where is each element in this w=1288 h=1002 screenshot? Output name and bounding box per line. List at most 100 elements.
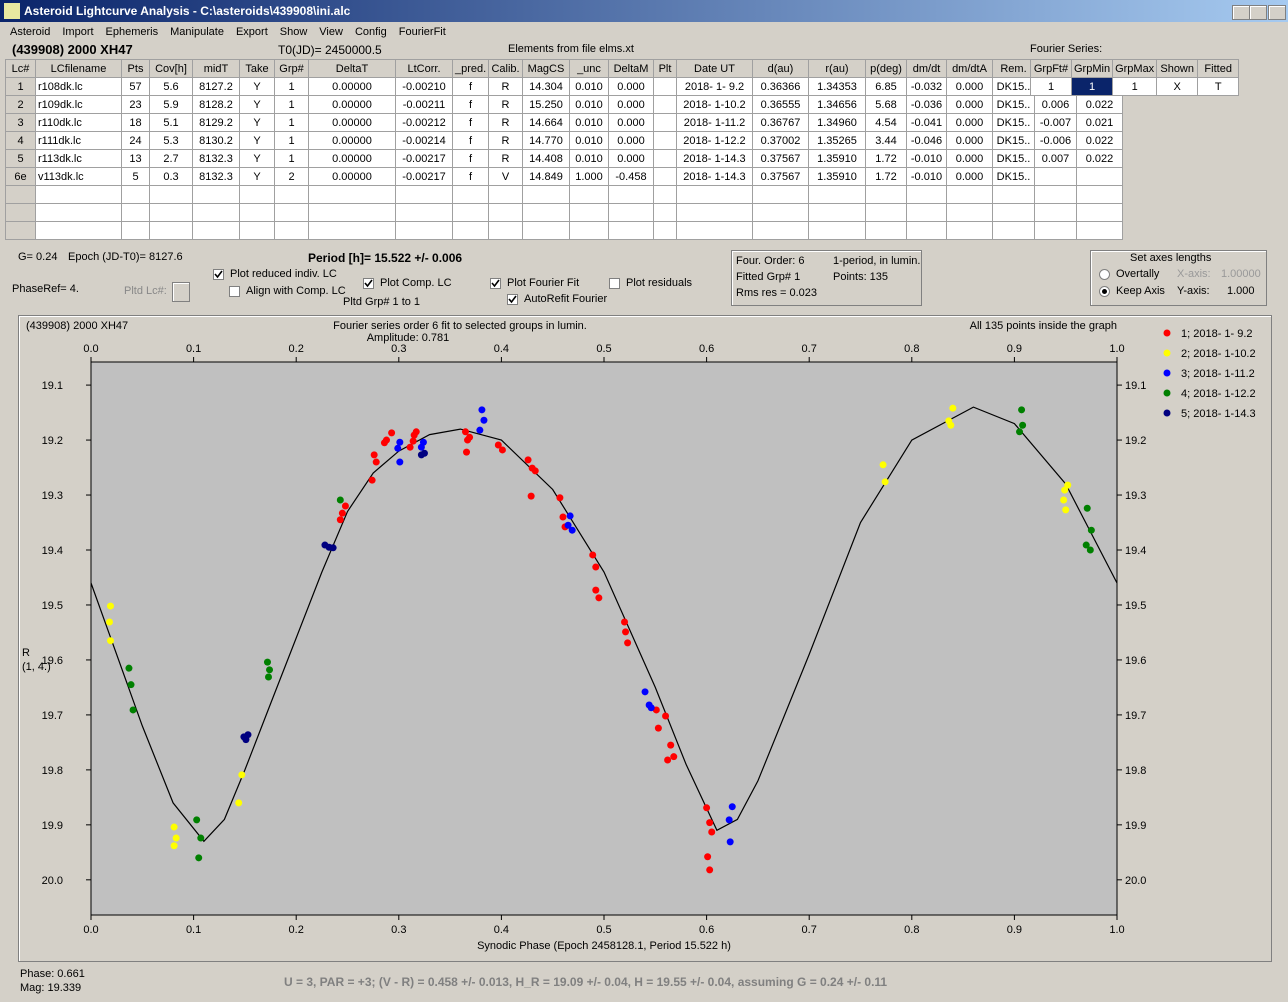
cell[interactable]: 0.000 xyxy=(946,167,993,186)
cell[interactable] xyxy=(653,77,677,96)
cell[interactable]: 1 xyxy=(1112,77,1158,96)
cell[interactable]: 1.35265 xyxy=(808,131,866,150)
cell[interactable]: 1.35910 xyxy=(808,149,866,168)
cell[interactable]: 24 xyxy=(121,131,150,150)
cell[interactable] xyxy=(5,203,36,222)
cell[interactable]: 4.54 xyxy=(865,113,907,132)
cell[interactable] xyxy=(5,221,36,240)
cell[interactable]: 14.304 xyxy=(522,77,570,96)
cell[interactable] xyxy=(752,185,809,204)
cell[interactable] xyxy=(239,203,275,222)
checkbox[interactable] xyxy=(507,294,518,305)
cell[interactable]: f xyxy=(452,167,489,186)
cell[interactable]: 1.34353 xyxy=(808,77,866,96)
cell[interactable]: 18 xyxy=(121,113,150,132)
cell[interactable]: 2018- 1-12.2 xyxy=(676,131,753,150)
cell[interactable] xyxy=(653,185,677,204)
spinner[interactable] xyxy=(172,282,190,302)
cell[interactable] xyxy=(1076,221,1123,240)
cell[interactable]: r108dk.lc xyxy=(35,77,122,96)
cell[interactable] xyxy=(865,185,907,204)
cell[interactable]: 0.00000 xyxy=(308,131,396,150)
cell[interactable]: 2018- 1-14.3 xyxy=(676,167,753,186)
cell[interactable] xyxy=(1034,221,1077,240)
cell[interactable]: 14.770 xyxy=(522,131,570,150)
cell[interactable]: 0.37567 xyxy=(752,167,809,186)
cell[interactable] xyxy=(992,203,1035,222)
checkbox[interactable] xyxy=(229,286,240,297)
cell[interactable]: 8127.2 xyxy=(192,77,240,96)
cell[interactable] xyxy=(653,203,677,222)
radio[interactable] xyxy=(1099,286,1110,297)
cell[interactable]: 0.010 xyxy=(569,131,609,150)
menu-item[interactable]: Import xyxy=(62,26,94,38)
cell[interactable]: 0.00000 xyxy=(308,95,396,114)
cell[interactable] xyxy=(452,221,489,240)
cell[interactable]: 15.250 xyxy=(522,95,570,114)
checkbox[interactable] xyxy=(609,278,620,289)
cell[interactable] xyxy=(1034,167,1077,186)
cell[interactable]: 8132.3 xyxy=(192,149,240,168)
menu-item[interactable]: Manipulate xyxy=(170,26,224,38)
cell[interactable] xyxy=(239,221,275,240)
cell[interactable] xyxy=(865,221,907,240)
minimize-button[interactable] xyxy=(1232,5,1250,20)
cell[interactable]: -0.041 xyxy=(906,113,947,132)
cell[interactable] xyxy=(608,185,654,204)
cell[interactable] xyxy=(569,185,609,204)
cell[interactable] xyxy=(1076,167,1123,186)
cell[interactable]: 0.000 xyxy=(946,131,993,150)
maximize-button[interactable] xyxy=(1249,5,1267,20)
cell[interactable]: 0.006 xyxy=(1034,95,1077,114)
cell[interactable]: 5.68 xyxy=(865,95,907,114)
cell[interactable]: 0.022 xyxy=(1076,95,1123,114)
close-button[interactable] xyxy=(1268,5,1286,20)
cell[interactable] xyxy=(395,203,453,222)
cell[interactable]: R xyxy=(488,95,523,114)
cell[interactable]: 3 xyxy=(5,113,36,132)
cell[interactable]: R xyxy=(488,77,523,96)
cell[interactable]: v113dk.lc xyxy=(35,167,122,186)
cell[interactable]: -0.032 xyxy=(906,77,947,96)
cell[interactable]: -0.010 xyxy=(906,167,947,186)
cell[interactable] xyxy=(395,185,453,204)
cell[interactable]: 1.34656 xyxy=(808,95,866,114)
cell[interactable] xyxy=(121,203,150,222)
cell[interactable] xyxy=(35,185,122,204)
cell[interactable]: 2018- 1- 9.2 xyxy=(676,77,753,96)
cell[interactable]: 1 xyxy=(274,131,309,150)
cell[interactable] xyxy=(653,131,677,150)
cell[interactable] xyxy=(865,203,907,222)
cell[interactable]: 4 xyxy=(5,131,36,150)
cell[interactable] xyxy=(308,185,396,204)
cell[interactable]: DK15.. xyxy=(992,77,1035,96)
cell[interactable]: Y xyxy=(239,77,275,96)
cell[interactable]: 2.7 xyxy=(149,149,193,168)
cell[interactable]: r111dk.lc xyxy=(35,131,122,150)
cell[interactable]: 14.849 xyxy=(522,167,570,186)
cell[interactable]: 0.36555 xyxy=(752,95,809,114)
cell[interactable] xyxy=(452,185,489,204)
cell[interactable]: f xyxy=(452,77,489,96)
cell[interactable]: -0.036 xyxy=(906,95,947,114)
cell[interactable]: 3.44 xyxy=(865,131,907,150)
cell[interactable] xyxy=(608,221,654,240)
cell[interactable] xyxy=(274,203,309,222)
cell[interactable]: -0.00217 xyxy=(395,149,453,168)
cell[interactable]: r109dk.lc xyxy=(35,95,122,114)
cell[interactable] xyxy=(274,185,309,204)
cell[interactable] xyxy=(488,203,523,222)
cell[interactable]: 1 xyxy=(274,149,309,168)
cell[interactable]: r113dk.lc xyxy=(35,149,122,168)
cell[interactable]: 0.007 xyxy=(1034,149,1077,168)
cell[interactable]: 2 xyxy=(274,167,309,186)
checkbox[interactable] xyxy=(213,269,224,280)
cell[interactable] xyxy=(308,221,396,240)
cell[interactable]: 14.664 xyxy=(522,113,570,132)
cell[interactable]: -0.00214 xyxy=(395,131,453,150)
cell[interactable]: f xyxy=(452,131,489,150)
cell[interactable] xyxy=(192,203,240,222)
cell[interactable]: DK15.. xyxy=(992,167,1035,186)
cell[interactable] xyxy=(808,221,866,240)
cell[interactable] xyxy=(752,221,809,240)
